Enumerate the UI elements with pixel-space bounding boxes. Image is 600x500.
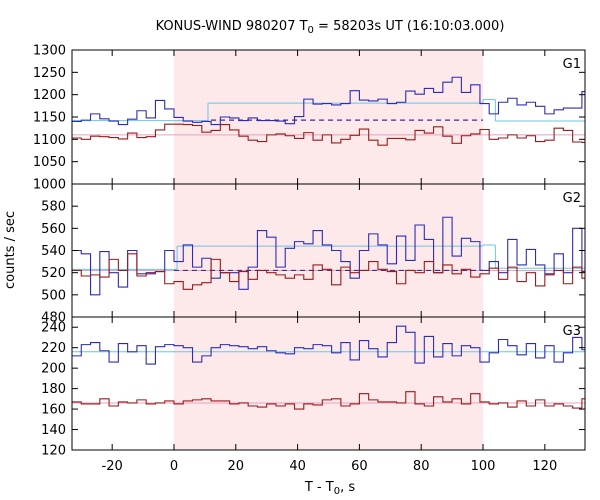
g1-ytick-label: 1200	[33, 88, 66, 103]
chart-title-prefix: KONUS-WIND 980207 T	[156, 19, 308, 34]
g1-ytick-label: 1000	[33, 178, 66, 193]
chart-title-sub: 0	[308, 25, 314, 36]
g1-ytick-label: 1150	[33, 111, 66, 126]
xtick-label: 40	[289, 459, 306, 474]
xtick-label: 80	[413, 459, 430, 474]
xtick-label: 60	[351, 459, 368, 474]
g3-ytick-label: 180	[41, 382, 66, 397]
g3-ytick-label: 140	[41, 423, 66, 438]
g1-ytick-label: 1100	[33, 133, 66, 148]
g1-panel-label: G1	[563, 57, 581, 72]
highlight-band	[173, 50, 484, 450]
g2-series-low	[72, 253, 585, 290]
g3-frame	[71, 316, 586, 451]
g3-ytick-label: 160	[41, 403, 66, 418]
g2-ytick-label: 580	[41, 200, 66, 215]
y-axis-label: counts / sec	[3, 211, 18, 289]
g1-ytick-label: 1250	[33, 66, 66, 81]
g1-series-high	[72, 76, 585, 126]
g3-ytick-label: 120	[41, 444, 66, 459]
g3-series-low	[72, 391, 585, 410]
g2-ytick-label: 540	[41, 244, 66, 259]
g1-ytick-label: 1300	[33, 44, 66, 59]
g3-ytick-label: 240	[41, 321, 66, 336]
g3-ytick-label: 200	[41, 362, 66, 377]
g3-ytick-label: 220	[41, 341, 66, 356]
xtick-label: -20	[102, 459, 123, 474]
x-axis-label-sub: 0	[334, 486, 340, 497]
chart-title: KONUS-WIND 980207 T0 = 58203s UT (16:10:…	[156, 19, 505, 36]
x-axis-label-suffix: , s	[340, 480, 355, 495]
x-axis-label: T - T0, s	[304, 480, 355, 497]
g2-ytick-label: 520	[41, 266, 66, 281]
xtick-label: 20	[228, 459, 245, 474]
x-axis-label-prefix: T - T	[304, 480, 334, 495]
g1-ytick-label: 1050	[33, 155, 66, 170]
g1-series-low	[72, 123, 585, 146]
g3-panel-label: G3	[563, 324, 581, 339]
xtick-label: 0	[170, 459, 178, 474]
xtick-label: 120	[532, 459, 557, 474]
g2-panel-label: G2	[563, 191, 581, 206]
g3-series-high	[72, 325, 585, 365]
g2-ytick-label: 560	[41, 222, 66, 237]
g2-ytick-label: 480	[41, 311, 66, 326]
xtick-label: 100	[471, 459, 496, 474]
chart-title-suffix: = 58203s UT (16:10:03.000)	[314, 19, 504, 34]
g2-ytick-label: 500	[41, 288, 66, 303]
